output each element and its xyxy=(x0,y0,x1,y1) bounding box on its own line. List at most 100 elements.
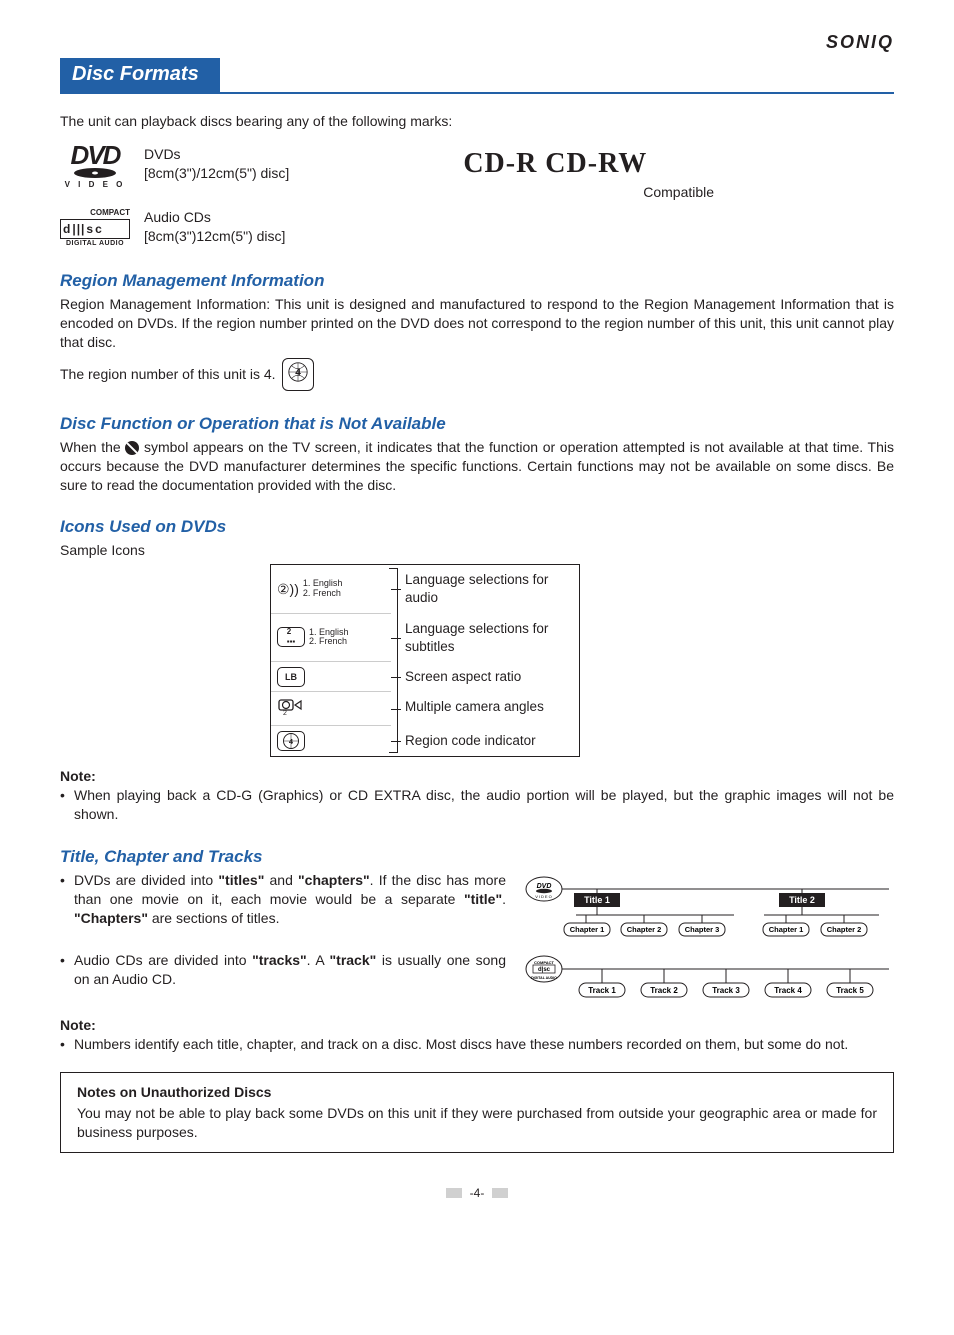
section-header: Disc Formats xyxy=(60,58,894,94)
disc-text: d|||sc xyxy=(60,219,130,239)
audiocds-size: [8cm(3")12cm(5") disc] xyxy=(144,227,285,246)
lang-fr-2: 2. French xyxy=(309,636,347,646)
lang-en: 1. English xyxy=(303,578,343,588)
prohibit-icon xyxy=(125,441,139,455)
compatible-text: Compatible xyxy=(463,183,894,202)
dvd-logo-text: DVD xyxy=(71,140,120,170)
dvd-label-col: DVDs [8cm(3")/12cm(5") disc] xyxy=(144,145,289,183)
subtitle-lang-label: Language selections for subtitles xyxy=(391,614,579,662)
svg-text:d|sc: d|sc xyxy=(538,967,551,973)
bullet-dot: • xyxy=(60,786,74,824)
region-number-line: The region number of this unit is 4. 4 xyxy=(60,358,894,391)
icon-row-camera: 2 Multiple camera angles xyxy=(271,692,579,726)
compact-text: COMPACT xyxy=(60,208,130,219)
page-decor-right xyxy=(492,1188,508,1198)
dvd-diagram: DVD VIDEO Title 1 Title 2 Chapter 1 Chap… xyxy=(524,871,894,941)
svg-text:2: 2 xyxy=(283,710,287,716)
lang-en-2: 1. English xyxy=(309,627,349,637)
intro-text: The unit can playback discs bearing any … xyxy=(60,112,894,131)
tct-row-2: • Audio CDs are divided into "tracks". A… xyxy=(60,951,894,1006)
audio-lang-label: Language selections for audio xyxy=(391,565,579,613)
logo-row-cd: COMPACT d|||sc DIGITAL AUDIO Audio CDs [… xyxy=(60,208,894,248)
bullet-dot: • xyxy=(60,951,74,989)
audio-lang-list: 1. English 2. French xyxy=(303,579,343,599)
subtitle-lang-icon: 2▪▪▪ xyxy=(277,627,305,647)
notavail-body: When the symbol appears on the TV screen… xyxy=(60,438,894,495)
sample-icons-label: Sample Icons xyxy=(60,541,894,560)
dvd-video-logo: DVD V I D E O xyxy=(60,145,130,191)
dvd-video-text: V I D E O xyxy=(60,180,130,191)
globe-icon: 4 xyxy=(287,361,309,383)
tct-row-1: • DVDs are divided into "titles" and "ch… xyxy=(60,871,894,941)
section-title: Disc Formats xyxy=(60,58,220,92)
t2b: "tracks" xyxy=(252,952,307,968)
t2c: . A xyxy=(307,952,330,968)
cd-diagram: COMPACT d|sc DIGITAL AUDIO Track 1 Track… xyxy=(524,951,894,1006)
notavail-heading: Disc Function or Operation that is Not A… xyxy=(60,413,894,436)
t2d: "track" xyxy=(330,952,377,968)
page-decor-left xyxy=(446,1188,462,1198)
spacer: CD-R CD-RW Compatible xyxy=(303,145,894,202)
notavail-pre: When the xyxy=(60,439,125,455)
page-number: -4- xyxy=(60,1185,894,1201)
region-4-icon: 4 xyxy=(282,358,314,391)
t1f: "title" xyxy=(464,891,502,907)
bullet-dot: • xyxy=(60,1035,74,1054)
svg-text:Title 2: Title 2 xyxy=(789,895,815,905)
icons-table-wrap: ②)) 1. English 2. French Language select… xyxy=(60,564,894,757)
svg-text:Chapter 1: Chapter 1 xyxy=(570,925,605,934)
icon-row-region: 4 Region code indicator xyxy=(271,726,579,756)
note1-item: • When playing back a CD-G (Graphics) or… xyxy=(60,786,894,824)
region-code-label: Region code indicator xyxy=(391,726,579,756)
lang-fr: 2. French xyxy=(303,588,341,598)
page-number-text: -4- xyxy=(470,1185,485,1201)
bullet-dot: • xyxy=(60,871,74,928)
region-number-text: The region number of this unit is 4. xyxy=(60,365,276,384)
svg-text:Chapter 2: Chapter 2 xyxy=(827,925,862,934)
tct-heading: Title, Chapter and Tracks xyxy=(60,846,894,869)
tct-text-2: Audio CDs are divided into "tracks". A "… xyxy=(74,951,506,989)
t2a: Audio CDs are divided into xyxy=(74,952,252,968)
logo-row-dvd: DVD V I D E O DVDs [8cm(3")/12cm(5") dis… xyxy=(60,145,894,202)
aspect-ratio-label: Screen aspect ratio xyxy=(391,662,579,692)
dvd-disc-icon xyxy=(74,168,116,178)
svg-text:Track 1: Track 1 xyxy=(588,986,616,995)
compact-disc-logo: COMPACT d|||sc DIGITAL AUDIO xyxy=(60,208,130,248)
note2-text: Numbers identify each title, chapter, an… xyxy=(74,1035,894,1054)
t1b: "titles" xyxy=(218,872,264,888)
t1i: are sections of titles. xyxy=(148,910,280,926)
audio-lang-icon: ②)) xyxy=(277,580,299,599)
notavail-post: symbol appears on the TV screen, it indi… xyxy=(60,439,894,493)
region-heading: Region Management Information xyxy=(60,270,894,293)
svg-text:Track 5: Track 5 xyxy=(836,986,864,995)
t1a: DVDs are divided into xyxy=(74,872,218,888)
t1c: and xyxy=(264,872,298,888)
icons-heading: Icons Used on DVDs xyxy=(60,516,894,539)
svg-text:Chapter 3: Chapter 3 xyxy=(685,925,720,934)
t1g: . xyxy=(502,891,506,907)
aspect-ratio-icon: LB xyxy=(277,667,305,687)
brand-text: SONIQ xyxy=(60,30,894,54)
svg-text:4: 4 xyxy=(295,368,301,379)
svg-text:VIDEO: VIDEO xyxy=(535,894,552,899)
digital-audio-text: DIGITAL AUDIO xyxy=(60,239,130,248)
tct-bullet-1: • DVDs are divided into "titles" and "ch… xyxy=(60,871,506,928)
svg-text:Track 3: Track 3 xyxy=(712,986,740,995)
note1-heading: Note: xyxy=(60,767,894,786)
t1h: "Chapters" xyxy=(74,910,148,926)
icon-row-audio: ②)) 1. English 2. French Language select… xyxy=(271,565,579,613)
note2-list: • Numbers identify each title, chapter, … xyxy=(60,1035,894,1054)
note1-text: When playing back a CD-G (Graphics) or C… xyxy=(74,786,894,824)
svg-text:Track 2: Track 2 xyxy=(650,986,678,995)
title1-label: Title 1 xyxy=(584,895,610,905)
note2-item: • Numbers identify each title, chapter, … xyxy=(60,1035,894,1054)
icon-row-subtitle: 2▪▪▪ 1. English 2. French Language selec… xyxy=(271,614,579,662)
icons-table: ②)) 1. English 2. French Language select… xyxy=(270,564,580,757)
svg-text:COMPACT: COMPACT xyxy=(534,960,554,965)
note2-heading: Note: xyxy=(60,1016,894,1035)
cd-label-col: Audio CDs [8cm(3")12cm(5") disc] xyxy=(144,208,285,246)
t1d: "chapters" xyxy=(298,872,370,888)
svg-text:4: 4 xyxy=(289,737,294,746)
unauthorized-box: Notes on Unauthorized Discs You may not … xyxy=(60,1072,894,1153)
tct-list-1: • DVDs are divided into "titles" and "ch… xyxy=(60,871,506,928)
